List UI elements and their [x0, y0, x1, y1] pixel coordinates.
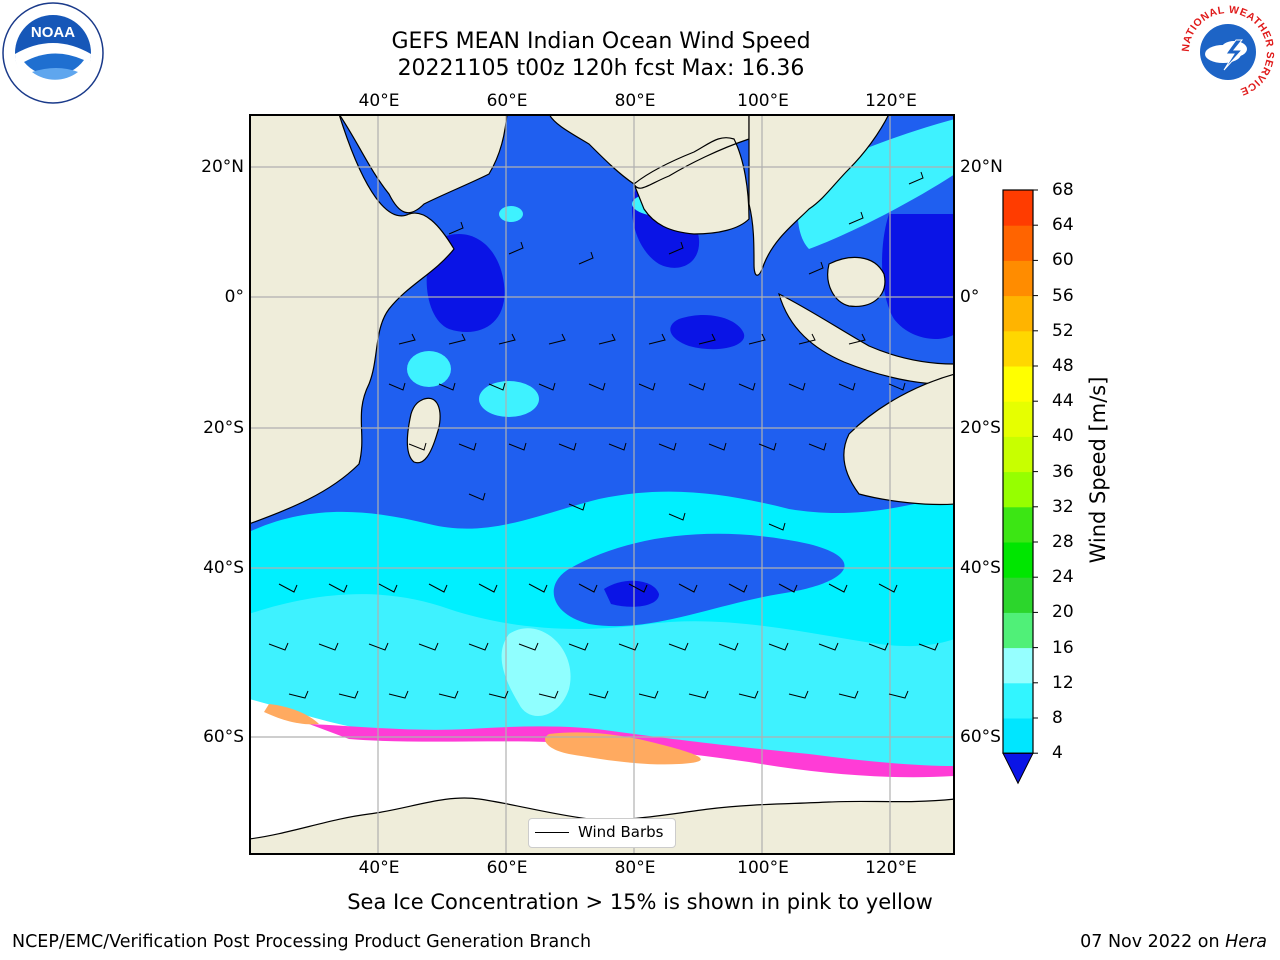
credit-branch: NCEP/EMC/Verification Post Processing Pr… — [12, 932, 592, 952]
lat-label-right-40s: 40°S — [960, 558, 1001, 578]
lat-label-left-0: 0° — [224, 287, 244, 307]
sea-ice-footnote: Sea Ice Concentration > 15% is shown in … — [347, 890, 933, 914]
colorbar-cell — [1003, 366, 1033, 402]
colorbar-cell — [1003, 718, 1033, 754]
colorbar-tick-label: 12 — [1052, 672, 1074, 693]
colorbar-cell — [1003, 436, 1033, 473]
land-india — [548, 115, 750, 235]
colorbar-cell — [1003, 295, 1033, 332]
colorbar-tick-label: 32 — [1052, 496, 1074, 517]
colorbar-cell — [1003, 506, 1033, 543]
lat-label-right-60s: 60°S — [960, 727, 1001, 747]
lon-label-bottom-80e: 80°E — [614, 858, 656, 878]
colorbar-title: Wind Speed [m/s] — [1086, 376, 1110, 564]
sea-ice-concentration-orange-west — [264, 704, 319, 725]
colorbar-cell — [1003, 577, 1033, 613]
colorbar-cell — [1003, 682, 1033, 719]
land-indochina — [748, 115, 890, 276]
lat-label-left-40s: 40°S — [203, 558, 244, 578]
colorbar-extend-arrow — [1002, 752, 1034, 785]
colorbar-tick-label: 48 — [1052, 356, 1074, 376]
colorbar-cell — [1003, 225, 1033, 261]
wind-band-fast-scs — [797, 119, 954, 249]
credit-date: 07 Nov 2022 on — [1080, 932, 1226, 952]
colorbar-tick-label: 52 — [1052, 320, 1074, 341]
wind-speed-map — [249, 114, 955, 855]
wind-band-fast-arabian — [499, 206, 523, 222]
lon-label-top-120e: 120°E — [865, 91, 917, 111]
lat-label-right-0: 0° — [960, 287, 980, 307]
lat-label-left-60s: 60°S — [203, 727, 244, 747]
colorbar-tick-label: 20 — [1052, 602, 1074, 623]
noaa-logo: NOAA — [2, 2, 104, 104]
credit-host: Hera — [1225, 932, 1267, 952]
colorbar-tick-label: 56 — [1052, 285, 1074, 306]
chart-title: GEFS MEAN Indian Ocean Wind Speed — [391, 29, 811, 54]
lon-label-top-80e: 80°E — [614, 91, 656, 111]
noaa-logo-text: NOAA — [31, 24, 75, 41]
colorbar-cell — [1003, 471, 1033, 508]
lon-label-top-60e: 60°E — [486, 91, 528, 111]
colorbar-cell — [1003, 260, 1033, 297]
colorbar-tick-label: 60 — [1052, 250, 1074, 271]
colorbar-tick-label: 24 — [1052, 567, 1074, 588]
map-frame — [249, 114, 955, 855]
wind-band-calm-indonesia — [882, 214, 954, 339]
wind-band-fast-central — [479, 381, 539, 417]
lon-label-bottom-120e: 120°E — [865, 858, 917, 878]
land-australia — [843, 373, 954, 506]
wind-barbs — [268, 171, 939, 699]
colorbar-cell — [1003, 647, 1033, 684]
colorbar-tick-label: 4 — [1052, 743, 1063, 764]
lon-label-bottom-100e: 100°E — [737, 858, 789, 878]
colorbar-tick-label: 68 — [1052, 180, 1074, 200]
wind-barbs-legend-label: Wind Barbs — [578, 823, 664, 841]
lat-label-left-20n: 20°N — [201, 157, 244, 177]
wind-band-calm-southern — [604, 580, 659, 607]
lat-label-right-20n: 20°N — [960, 157, 1003, 177]
colorbar-tick-label: 28 — [1052, 532, 1074, 552]
lon-label-top-40e: 40°E — [358, 91, 400, 111]
colorbar-tick-label: 64 — [1052, 215, 1074, 236]
colorbar-cell — [1003, 542, 1033, 578]
colorbar-cell — [1003, 190, 1033, 226]
lat-label-left-20s: 20°S — [203, 418, 244, 438]
colorbar-cell — [1003, 330, 1033, 367]
colorbar-cell — [1003, 401, 1033, 437]
wind-barbs-legend: Wind Barbs — [528, 818, 676, 848]
colorbar-cell — [1003, 612, 1033, 649]
wind-band-fast-madagascar — [407, 351, 451, 387]
sea-ice-concentration-orange — [545, 732, 701, 765]
wind-speed-colorbar — [1002, 189, 1038, 785]
wind-barbs-legend-line — [535, 832, 569, 833]
colorbar-tick-label: 44 — [1052, 391, 1074, 412]
chart-subtitle: 20221105 t00z 120h fcst Max: 16.36 — [397, 56, 805, 81]
lat-label-right-20s: 20°S — [960, 418, 1001, 438]
colorbar-tick-label: 36 — [1052, 461, 1074, 482]
nws-logo: NATIONAL WEATHER SERVICE — [1180, 4, 1276, 99]
wind-band-calm-equatorial — [670, 314, 745, 350]
lon-label-bottom-60e: 60°E — [486, 858, 528, 878]
credit-date-host: 07 Nov 2022 on Hera — [1080, 932, 1267, 952]
wind-band-16-20 — [501, 628, 571, 716]
colorbar-tick-label: 40 — [1052, 426, 1074, 447]
colorbar-tick-label: 8 — [1052, 708, 1063, 728]
lon-label-top-100e: 100°E — [737, 91, 789, 111]
lon-label-bottom-40e: 40°E — [358, 858, 400, 878]
colorbar-tick-label: 16 — [1052, 637, 1074, 658]
graticule — [250, 115, 954, 854]
